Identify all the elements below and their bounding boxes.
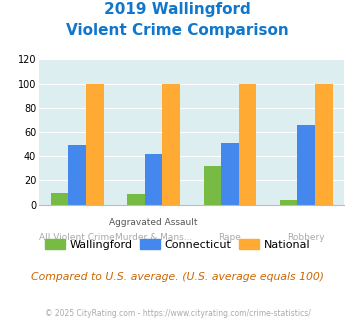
Text: Rape: Rape xyxy=(218,233,241,242)
Bar xyxy=(51,192,69,205)
Text: Violent Crime Comparison: Violent Crime Comparison xyxy=(66,23,289,38)
Bar xyxy=(221,143,239,205)
Text: 2019 Wallingford: 2019 Wallingford xyxy=(104,2,251,16)
Text: Aggravated Assault: Aggravated Assault xyxy=(109,218,198,227)
Text: Murder & Mans...: Murder & Mans... xyxy=(115,233,192,242)
Bar xyxy=(162,83,180,205)
Bar xyxy=(315,83,333,205)
Bar xyxy=(69,145,86,205)
Legend: Wallingford, Connecticut, National: Wallingford, Connecticut, National xyxy=(40,235,315,254)
Bar xyxy=(127,194,145,205)
Bar xyxy=(203,166,221,205)
Text: Compared to U.S. average. (U.S. average equals 100): Compared to U.S. average. (U.S. average … xyxy=(31,272,324,282)
Text: Robbery: Robbery xyxy=(288,233,325,242)
Bar xyxy=(145,154,162,205)
Bar xyxy=(239,83,256,205)
Bar xyxy=(297,125,315,205)
Bar xyxy=(280,200,297,205)
Text: All Violent Crime: All Violent Crime xyxy=(39,233,115,242)
Bar xyxy=(86,83,104,205)
Text: © 2025 CityRating.com - https://www.cityrating.com/crime-statistics/: © 2025 CityRating.com - https://www.city… xyxy=(45,309,310,317)
